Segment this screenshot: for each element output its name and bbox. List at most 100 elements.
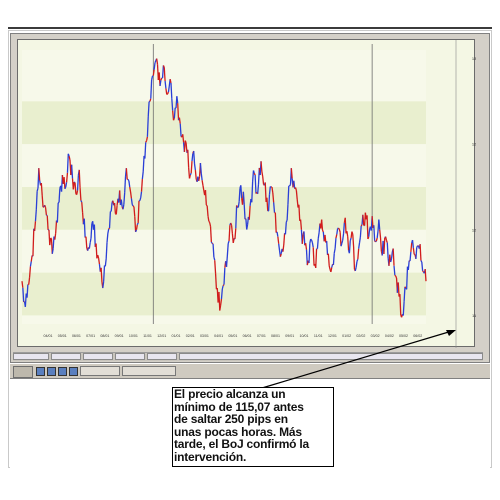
price-segment <box>404 286 407 289</box>
price-segment <box>198 176 201 182</box>
price-segment <box>89 238 92 243</box>
price-segment <box>106 233 109 243</box>
price-segment <box>386 242 389 259</box>
price-segment <box>287 185 290 205</box>
price-segment <box>51 248 54 254</box>
x-tick-label: 02/02 <box>356 334 365 338</box>
x-tick-label: 06/01 <box>243 334 252 338</box>
price-segment <box>366 215 369 239</box>
price-segment <box>149 98 152 102</box>
price-segment <box>419 244 422 261</box>
price-segment <box>312 247 315 266</box>
quick-launch-icon[interactable] <box>58 367 67 376</box>
price-segment <box>409 251 412 262</box>
price-segment <box>277 236 280 244</box>
x-tick-label: 12/01 <box>328 334 337 338</box>
price-segment <box>172 110 175 121</box>
x-tick-label: 08/01 <box>271 334 280 338</box>
x-tick-label: 08/01 <box>100 334 109 338</box>
price-segment <box>146 116 149 137</box>
taskbar-button[interactable] <box>80 366 120 376</box>
grid-band <box>22 187 426 230</box>
price-segment <box>279 253 282 257</box>
x-tick-label: 03/02 <box>371 334 380 338</box>
quick-launch-icon[interactable] <box>69 367 78 376</box>
price-segment <box>102 281 105 289</box>
price-segment <box>56 202 59 223</box>
price-segment <box>145 140 148 143</box>
price-segment <box>166 93 169 96</box>
price-segment <box>230 225 234 234</box>
price-segment <box>390 258 393 263</box>
price-segment <box>276 231 279 237</box>
price-segment <box>54 233 57 240</box>
price-segment <box>326 241 329 255</box>
price-segment <box>226 243 229 256</box>
price-segment <box>189 172 192 176</box>
price-segment <box>176 96 179 104</box>
price-segment <box>254 175 257 194</box>
price-segment <box>125 168 128 180</box>
price-segment <box>41 195 44 208</box>
price-segment <box>243 204 246 220</box>
price-segment <box>273 202 276 213</box>
price-segment <box>172 117 175 121</box>
x-tick-label: 11/01 <box>143 334 152 338</box>
x-tick-label: 09/01 <box>115 334 124 338</box>
price-segment <box>140 178 144 192</box>
price-segment <box>164 80 167 89</box>
start-button[interactable] <box>13 366 33 378</box>
price-segment <box>251 181 254 203</box>
price-segment <box>193 150 196 165</box>
price-segment <box>355 261 358 268</box>
price-segment <box>299 219 303 230</box>
price-segment <box>64 186 67 190</box>
x-tick-label: 06/02 <box>413 334 422 338</box>
price-segment <box>375 240 377 243</box>
price-segment <box>392 248 395 266</box>
price-segment <box>242 191 245 205</box>
x-tick-label: 05/01 <box>58 334 67 338</box>
price-segment <box>88 242 91 249</box>
price-segment <box>178 117 181 124</box>
price-segment <box>282 244 285 252</box>
price-segment <box>335 234 338 239</box>
price-segment <box>298 204 301 221</box>
x-tick-label: 09/01 <box>285 334 294 338</box>
price-segment <box>257 183 260 194</box>
price-segment <box>44 207 48 216</box>
price-segment <box>227 240 230 244</box>
price-segment <box>295 190 298 200</box>
price-segment <box>337 227 340 230</box>
price-segment <box>169 78 172 84</box>
price-segment <box>147 101 150 117</box>
price-segment <box>58 188 61 203</box>
price-segment <box>201 180 204 186</box>
price-segment <box>36 188 39 192</box>
x-tick-label: 11/01 <box>314 334 323 338</box>
taskbar-button[interactable] <box>122 366 176 376</box>
quick-launch-icon[interactable] <box>47 367 56 376</box>
price-segment <box>285 219 288 223</box>
price-segment <box>171 98 174 111</box>
quick-launch-icon[interactable] <box>36 367 45 376</box>
price-segment <box>225 255 229 267</box>
price-segment <box>90 223 93 239</box>
price-segment <box>393 265 396 276</box>
price-segment <box>283 233 286 246</box>
price-segment <box>71 164 74 179</box>
price-segment <box>340 243 343 247</box>
price-segment <box>144 142 147 159</box>
price-segment <box>339 232 342 247</box>
price-segment <box>264 182 267 202</box>
price-segment <box>80 200 83 203</box>
price-segment <box>415 247 418 259</box>
price-segment <box>154 60 157 64</box>
price-segment <box>208 220 211 223</box>
price-segment <box>407 260 410 270</box>
price-segment <box>100 267 103 283</box>
price-segment <box>348 240 351 254</box>
x-tick-label: 02/01 <box>186 334 195 338</box>
price-segment <box>424 269 427 282</box>
